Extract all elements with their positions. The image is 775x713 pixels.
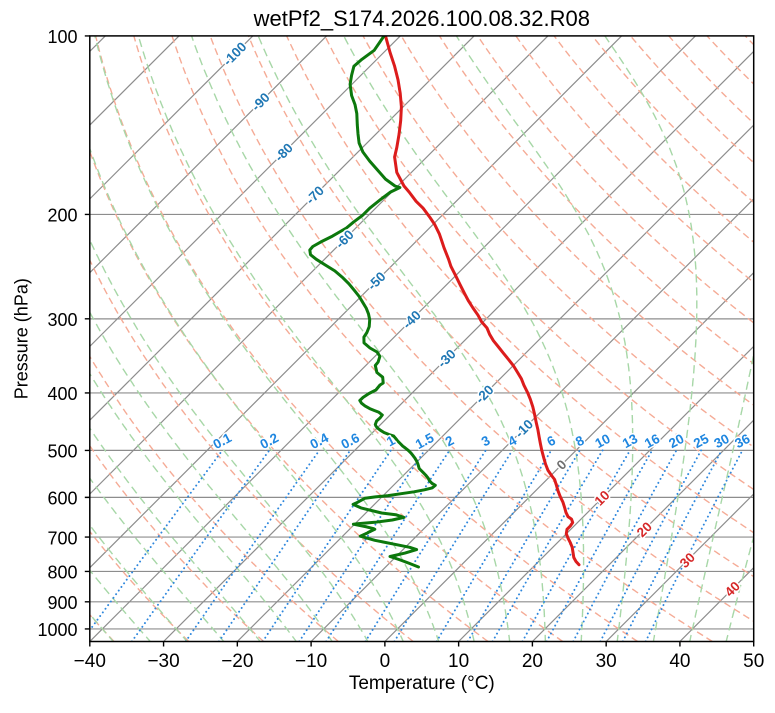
svg-text:20: 20 (522, 651, 543, 672)
svg-text:0: 0 (380, 651, 391, 672)
svg-text:1000: 1000 (37, 620, 77, 640)
svg-text:−30: −30 (147, 651, 179, 672)
svg-text:300: 300 (47, 310, 77, 330)
svg-text:40: 40 (669, 651, 690, 672)
svg-text:−40: −40 (74, 651, 106, 672)
svg-text:500: 500 (47, 442, 77, 462)
svg-text:10: 10 (448, 651, 469, 672)
svg-text:Temperature (°C): Temperature (°C) (349, 673, 495, 694)
svg-text:50: 50 (743, 651, 764, 672)
svg-text:200: 200 (47, 206, 77, 226)
svg-text:800: 800 (47, 563, 77, 583)
svg-text:−10: −10 (295, 651, 327, 672)
svg-text:30: 30 (596, 651, 617, 672)
svg-text:100: 100 (47, 27, 77, 47)
svg-text:600: 600 (47, 489, 77, 509)
svg-text:900: 900 (47, 593, 77, 613)
svg-text:400: 400 (47, 384, 77, 404)
svg-text:−20: −20 (221, 651, 253, 672)
svg-text:Pressure (hPa): Pressure (hPa) (11, 278, 31, 399)
svg-text:700: 700 (47, 528, 77, 548)
svg-text:wetPf2_S174.2026.100.08.32.R08: wetPf2_S174.2026.100.08.32.R08 (253, 6, 590, 31)
